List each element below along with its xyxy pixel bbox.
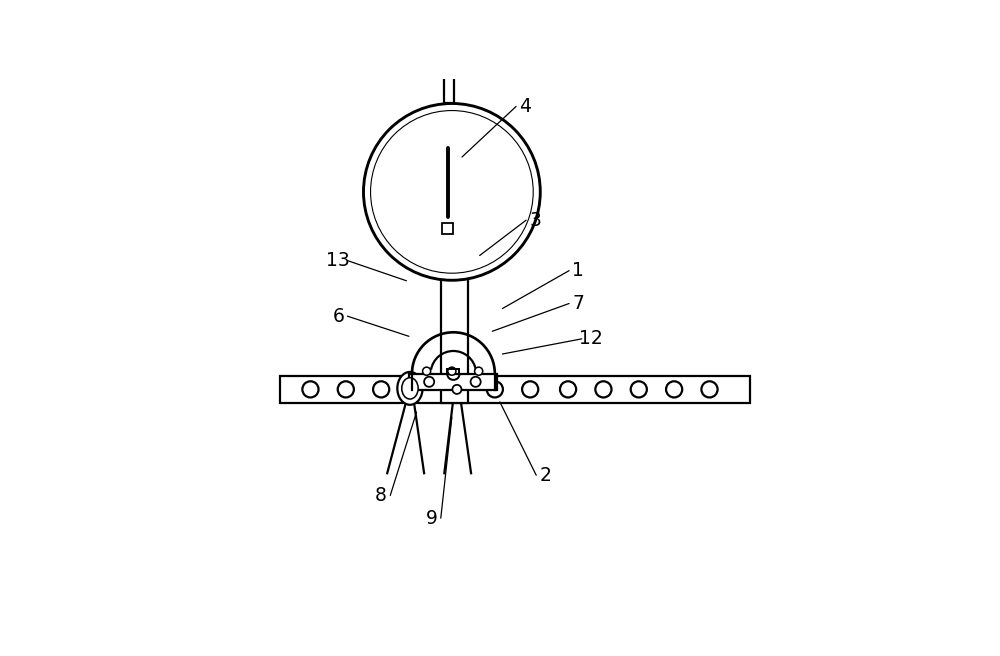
Circle shape xyxy=(595,381,612,398)
Ellipse shape xyxy=(402,378,418,399)
Ellipse shape xyxy=(397,372,423,405)
Text: 9: 9 xyxy=(426,508,438,527)
Text: 13: 13 xyxy=(326,251,350,270)
Circle shape xyxy=(631,381,647,398)
Circle shape xyxy=(424,377,434,387)
Circle shape xyxy=(448,367,456,375)
Bar xyxy=(280,377,750,403)
Circle shape xyxy=(438,22,461,45)
Bar xyxy=(441,180,468,403)
Circle shape xyxy=(430,14,469,53)
Text: 4: 4 xyxy=(519,97,531,116)
Circle shape xyxy=(302,381,319,398)
Text: 3: 3 xyxy=(529,211,541,230)
Circle shape xyxy=(522,381,538,398)
Bar xyxy=(442,223,453,234)
Text: 12: 12 xyxy=(579,329,603,348)
Text: 7: 7 xyxy=(572,294,584,313)
Circle shape xyxy=(371,111,533,273)
Circle shape xyxy=(666,381,682,398)
Circle shape xyxy=(363,104,540,280)
Text: 6: 6 xyxy=(332,306,344,325)
Text: 8: 8 xyxy=(375,486,387,505)
Text: 1: 1 xyxy=(572,261,584,280)
Text: 2: 2 xyxy=(539,466,551,485)
Circle shape xyxy=(423,367,431,375)
Circle shape xyxy=(373,381,389,398)
Bar xyxy=(409,374,497,390)
Circle shape xyxy=(487,381,503,398)
Circle shape xyxy=(475,367,483,375)
Circle shape xyxy=(701,381,718,398)
Circle shape xyxy=(560,381,576,398)
Circle shape xyxy=(338,381,354,398)
Circle shape xyxy=(471,377,481,387)
Bar xyxy=(444,53,454,104)
Circle shape xyxy=(452,385,461,394)
